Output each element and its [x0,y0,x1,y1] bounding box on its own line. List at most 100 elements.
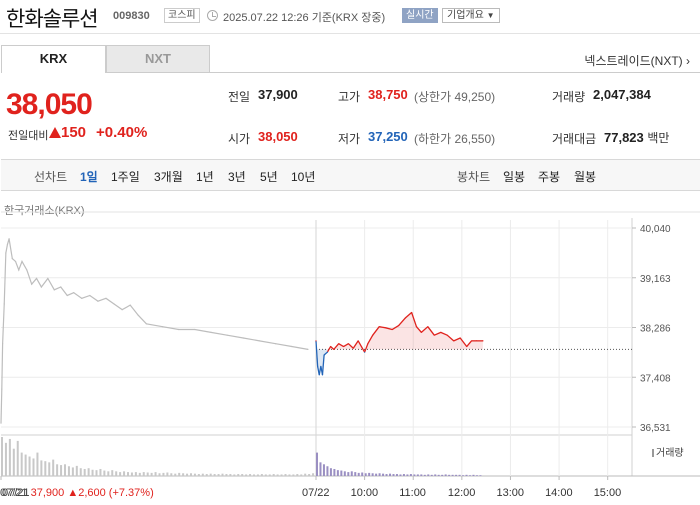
prev-day-point [1,388,3,390]
volume-bar-today [361,472,364,476]
volume-bar-prev [272,474,275,476]
volume-bar-prev [52,459,55,476]
candle-weekly[interactable]: 주봉 [538,170,561,184]
prev-day-point [105,297,107,299]
today-line-segment [453,337,461,342]
company-overview-label: 기업개요 [447,10,484,21]
volume-bar-prev [158,473,161,476]
volume-bar-prev [253,474,255,476]
volume-bar-today [479,475,482,476]
down-area [320,349,323,375]
today-point [317,365,319,367]
today-line-segment [321,354,325,375]
x-tick-label: 07/21 [2,487,30,499]
volume-bar-prev [111,470,114,476]
current-price: 38,050 [6,88,93,121]
candle-monthly[interactable]: 월봉 [574,170,597,184]
realtime-button[interactable]: 실시간 [402,8,438,23]
prev-day-up-icon: ▲ [67,487,79,499]
volume-bar-today [444,474,447,476]
volume-bar-today [402,474,405,476]
today-point [475,340,478,342]
volume-bar-today [343,471,346,476]
volume-bar-prev [213,474,216,476]
today-point [411,311,413,314]
volume-bar-prev [138,472,141,476]
today-point [459,337,461,339]
open-value: 38,050 [258,129,298,144]
volume-bar-prev [178,472,181,476]
y-tick-label: 36,531 [640,423,671,434]
volume-bar-today [437,474,440,476]
volume-bar-prev [268,474,271,476]
today-point [391,328,393,331]
prev-day-point [275,343,277,345]
stock-code: 009830 [113,10,150,22]
prev-day-point [178,328,180,331]
volume-bar-prev [162,472,165,476]
today-line-segment [352,340,359,349]
nextrade-link-label: 넥스트레이드(NXT) [584,54,683,68]
tab-nxt[interactable]: NXT [106,45,210,73]
today-point [453,340,455,342]
period-1w[interactable]: 1주일 [111,170,140,184]
open-label: 시가 [228,132,251,146]
price-change-value: 150 [61,124,87,141]
period-10y[interactable]: 10년 [291,170,316,184]
volume-bar-prev [221,473,224,476]
today-line-segment [372,326,380,336]
clock-icon [207,10,218,21]
upper-limit: (상한가 49,250) [414,90,496,104]
period-5y[interactable]: 5년 [260,170,278,184]
today-point [342,345,345,348]
today-line-segment [398,317,406,326]
tab-krx[interactable]: KRX [1,45,106,73]
today-point [385,327,387,329]
volume-bar-today [465,474,468,476]
volume-bar-today [423,474,426,476]
down-area [317,349,320,375]
today-point [367,343,369,345]
prev-close-value: 37,900 [258,87,298,102]
period-3m[interactable]: 3개월 [154,170,183,184]
volume-bar-today [441,474,444,476]
amount-number: 77,823 [604,130,644,145]
period-1y[interactable]: 1년 [196,170,214,184]
up-area [392,325,399,350]
volume-bar-prev [193,473,196,476]
today-line-segment [434,331,442,336]
today-point [352,347,354,349]
period-bar: 선차트 1일 1주일 3개월 1년 3년 5년 10년 봉차트 일봉 주봉 월봉 [1,159,700,191]
volume-label: 거래량 [552,90,586,104]
company-overview-button[interactable]: 기업개요 ▼ [442,8,500,23]
volume-bar-prev [296,474,299,476]
period-1d[interactable]: 1일 [80,170,98,184]
volume-bar-prev [304,473,307,476]
up-arrow-icon [49,127,61,138]
low-label: 저가 [338,132,361,146]
today-point [470,340,473,342]
volume-bar-prev [32,458,35,476]
candle-daily[interactable]: 일봉 [503,170,526,184]
volume-bar-prev [91,469,94,476]
volume-bar-prev [75,465,78,476]
today-line-segment [427,326,435,336]
prev-day-point [18,269,20,271]
volume-bar-today [462,475,465,476]
volume-bar-prev [67,466,70,476]
volume-bar-prev [237,474,240,476]
prev-day-point [258,340,261,342]
nextrade-link[interactable]: 넥스트레이드(NXT) › [584,52,690,69]
volume-bar-prev [1,437,3,476]
today-line-segment [440,331,448,336]
volume-bar-today [357,472,360,476]
today-line-segment [338,343,344,348]
volume-bar-prev [264,474,267,476]
volume-bar-today [364,473,367,476]
prev-day-date: 07/21 [0,487,28,499]
volume-bar-prev [154,472,157,476]
today-point [372,334,374,336]
volume-bar-today [455,474,458,476]
up-area [421,326,428,350]
period-3y[interactable]: 3년 [228,170,246,184]
